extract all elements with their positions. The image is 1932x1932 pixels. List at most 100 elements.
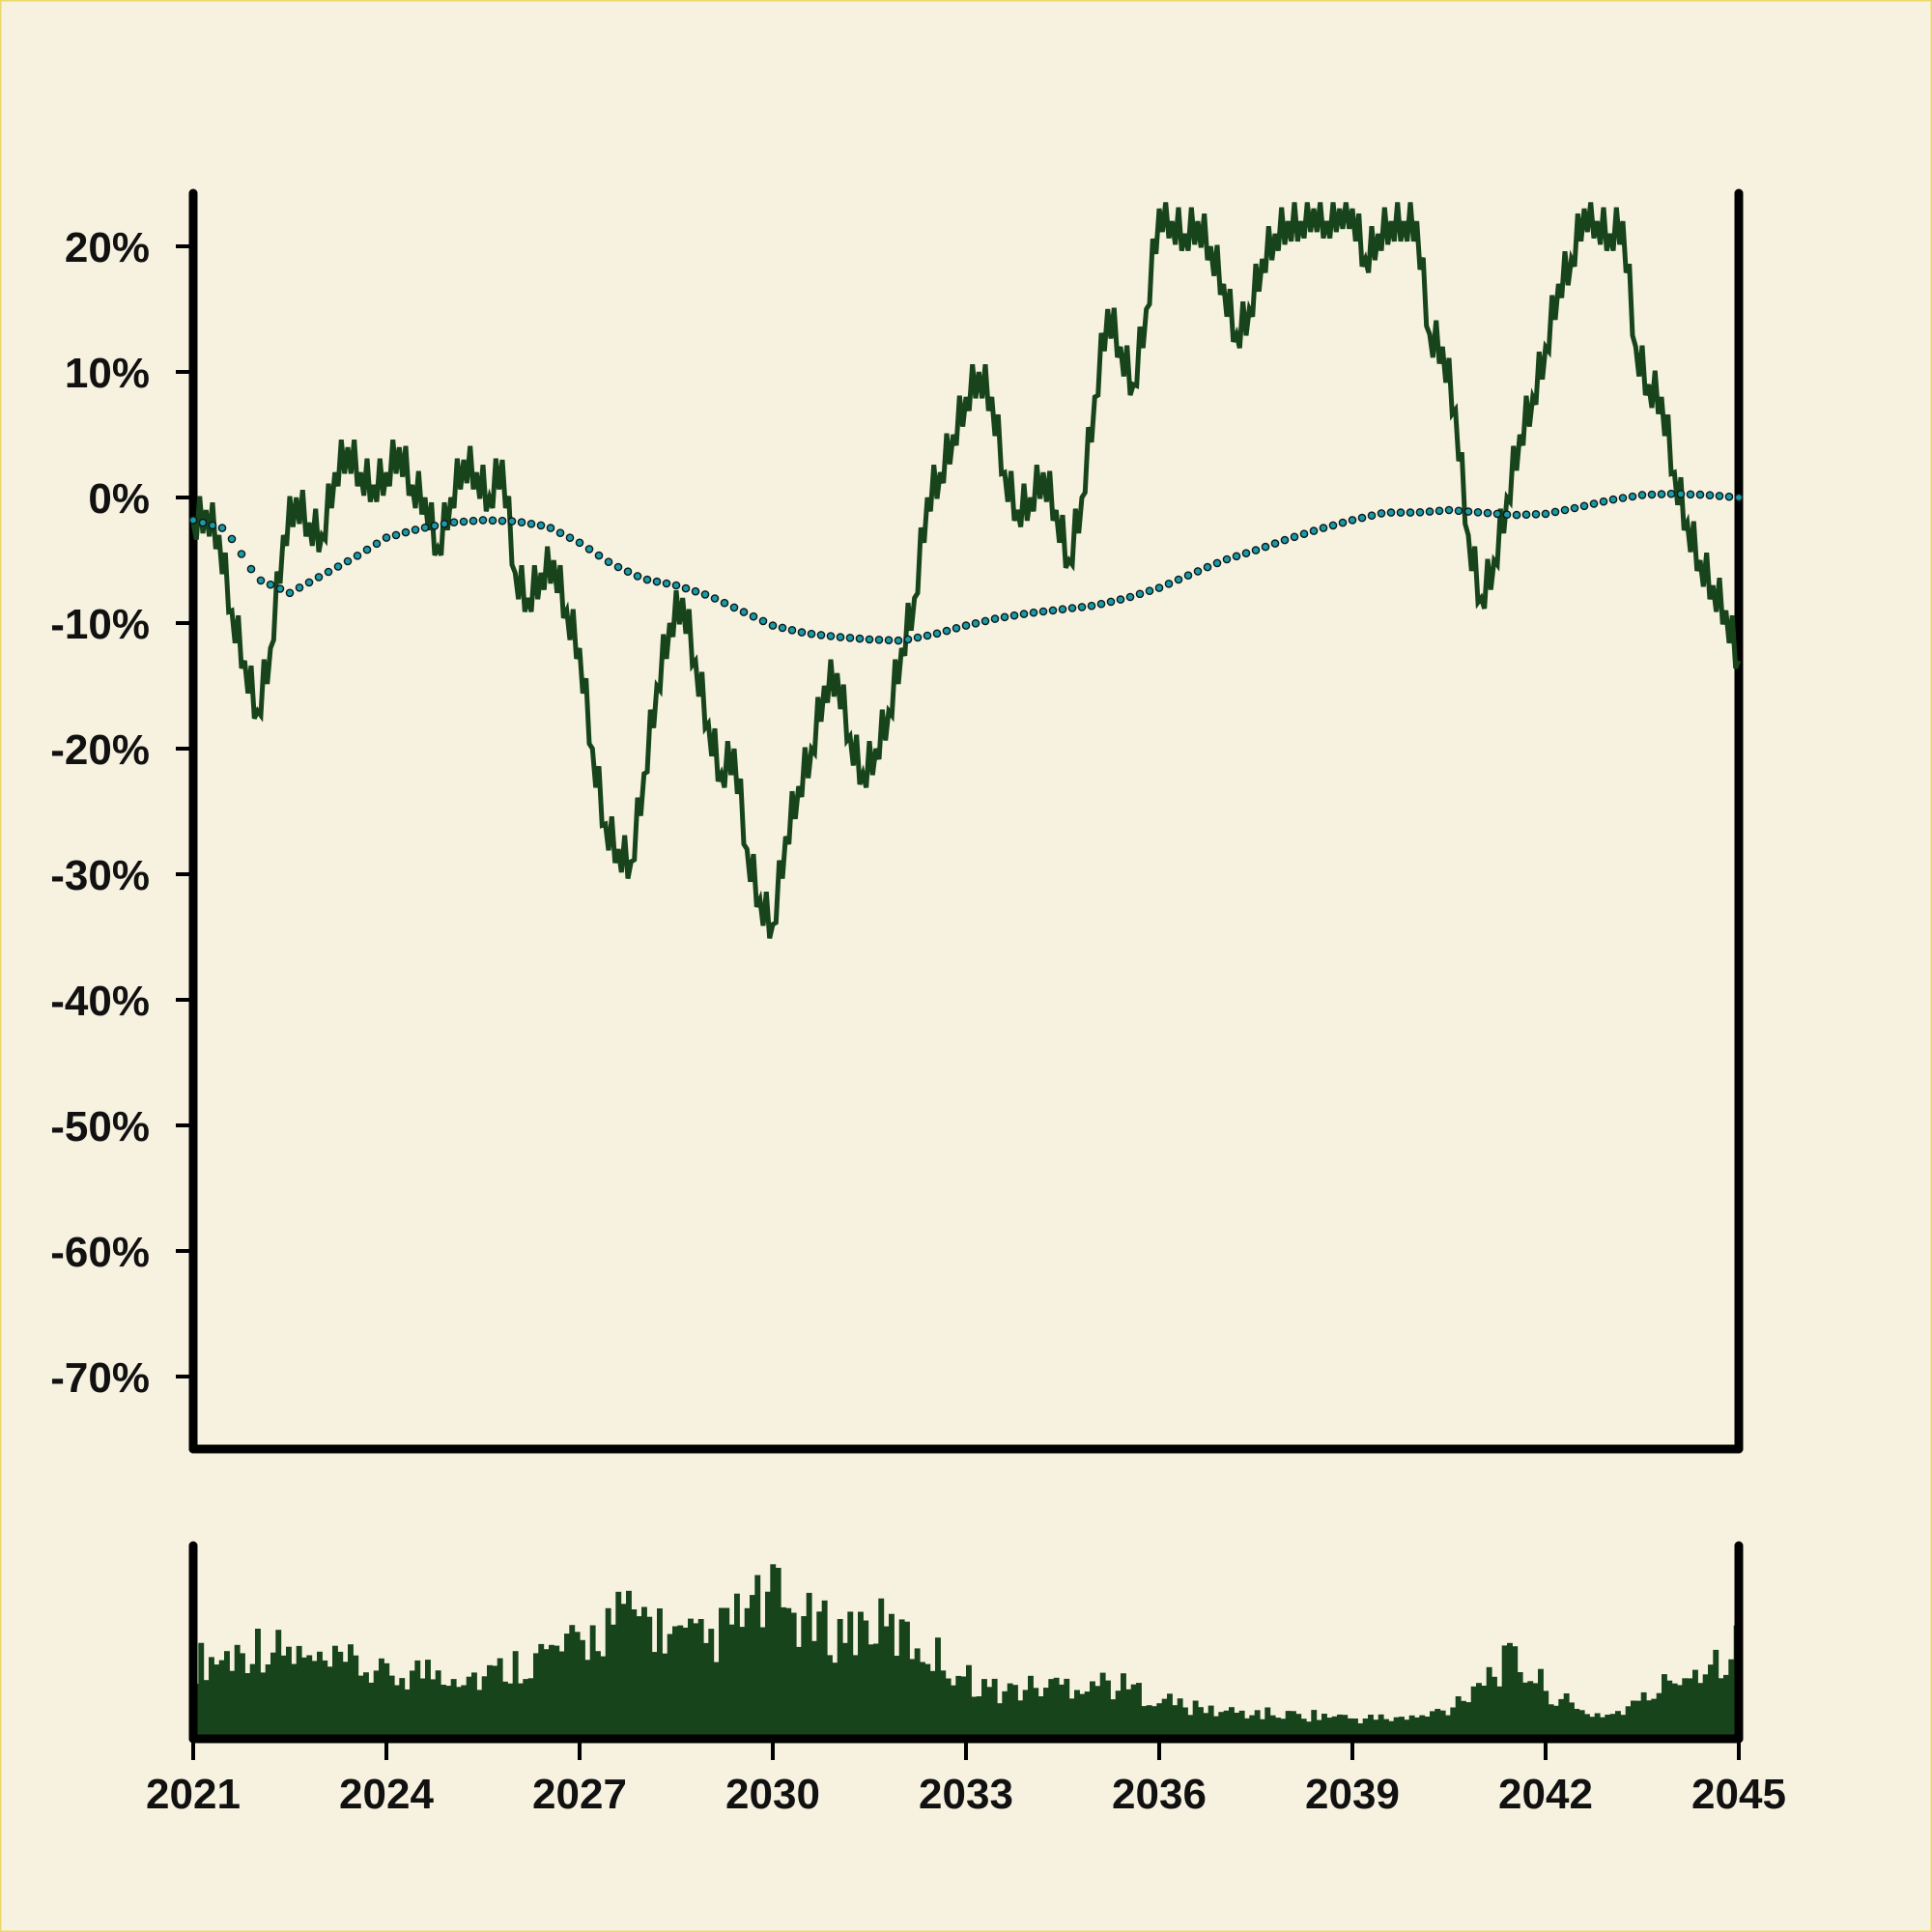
dotted-line-point	[1164, 580, 1174, 588]
volume-bar	[1682, 1678, 1689, 1739]
dotted-line-point	[333, 562, 343, 571]
volume-bar	[1125, 1689, 1132, 1739]
volume-bar	[1553, 1705, 1559, 1739]
volume-bar	[229, 1670, 236, 1739]
dotted-line-point	[1637, 491, 1647, 499]
volume-bars	[193, 1564, 1740, 1739]
dotted-line-point	[449, 518, 459, 527]
volume-bar	[1600, 1717, 1605, 1739]
volume-bar	[821, 1600, 828, 1739]
dotted-line-point	[584, 545, 594, 554]
volume-bar	[636, 1616, 642, 1739]
volume-bar	[1702, 1674, 1709, 1739]
volume-bar	[1584, 1714, 1590, 1739]
volume-bar	[440, 1685, 446, 1739]
volume-bar	[394, 1685, 400, 1739]
volume-bar	[518, 1683, 524, 1739]
volume-bar	[1172, 1705, 1179, 1739]
volume-bar	[502, 1681, 508, 1739]
dotted-line-point	[1512, 510, 1521, 520]
dotted-line-point	[1000, 612, 1009, 622]
volume-bar	[605, 1607, 611, 1739]
volume-bar	[1028, 1675, 1034, 1739]
series-dotted-line	[188, 489, 1744, 645]
dotted-line-point	[990, 614, 1000, 623]
dotted-line-point	[246, 564, 256, 574]
dotted-line-point	[1396, 508, 1406, 517]
dotted-line-point	[372, 539, 382, 549]
volume-bar	[1439, 1710, 1446, 1739]
volume-bar	[203, 1680, 210, 1739]
dotted-line-point	[295, 583, 304, 592]
dotted-line-point	[1377, 509, 1386, 518]
volume-bar	[306, 1655, 313, 1739]
volume-bar	[739, 1627, 746, 1739]
volume-bar	[322, 1660, 328, 1739]
volume-bar	[466, 1676, 472, 1739]
volume-bar	[873, 1643, 879, 1739]
volume-bar	[1300, 1719, 1307, 1739]
dotted-line-point	[980, 616, 990, 626]
volume-bar	[1677, 1685, 1683, 1739]
volume-bar	[554, 1645, 560, 1739]
volume-bar	[1110, 1699, 1117, 1739]
volume-bar	[1527, 1681, 1534, 1739]
volume-bar	[481, 1676, 488, 1739]
dotted-line-point	[681, 583, 691, 593]
volume-bar	[1068, 1698, 1075, 1739]
volume-bar	[1605, 1715, 1611, 1739]
volume-bar	[445, 1686, 452, 1739]
volume-bar	[929, 1670, 936, 1739]
volume-bar	[1074, 1690, 1080, 1739]
volume-bar	[1280, 1719, 1287, 1739]
volume-bar	[909, 1659, 916, 1739]
dotted-line-point	[1328, 521, 1338, 530]
volume-bar	[1002, 1690, 1009, 1739]
dotted-line-point	[1309, 526, 1319, 535]
volume-bar	[1615, 1711, 1621, 1739]
dotted-line-point	[517, 518, 526, 527]
dotted-line-point	[1686, 490, 1695, 499]
volume-bar	[450, 1679, 457, 1739]
dotted-line-point	[903, 635, 913, 644]
volume-bar	[1507, 1642, 1513, 1739]
volume-bar	[1383, 1719, 1389, 1739]
dotted-line-point	[913, 633, 923, 642]
volume-bar	[806, 1592, 812, 1739]
volume-bar	[523, 1679, 529, 1739]
volume-bar	[935, 1637, 941, 1739]
volume-bar	[697, 1619, 704, 1739]
dotted-line-point	[758, 616, 768, 626]
volume-bar	[1631, 1700, 1636, 1739]
volume-bar	[1393, 1717, 1400, 1739]
volume-bar	[1177, 1698, 1183, 1739]
y-tick-label: -60%	[50, 1229, 150, 1276]
dotted-line-point	[536, 521, 546, 530]
volume-bar	[646, 1616, 653, 1739]
volume-bar	[549, 1644, 554, 1739]
dotted-line-point	[1676, 490, 1686, 498]
volume-bar	[1424, 1717, 1431, 1739]
volume-bar	[1445, 1715, 1451, 1739]
dotted-line-point	[497, 516, 507, 526]
volume-bar	[1249, 1715, 1256, 1739]
volume-bar	[641, 1606, 647, 1739]
dotted-line-point	[1174, 575, 1183, 584]
volume-bar	[744, 1607, 751, 1739]
volume-bar	[1476, 1683, 1482, 1739]
volume-bar	[1455, 1696, 1462, 1739]
x-tick-label: 2033	[919, 1771, 1013, 1818]
dotted-line-point	[1058, 605, 1067, 614]
volume-bar	[337, 1651, 344, 1739]
volume-bar	[600, 1656, 607, 1739]
volume-bar	[1558, 1698, 1565, 1739]
volume-bar	[1408, 1715, 1415, 1739]
volume-bar	[867, 1644, 874, 1739]
volume-bar	[1481, 1686, 1488, 1739]
volume-bar	[1022, 1690, 1029, 1739]
dotted-line-point	[1541, 509, 1550, 519]
volume-bar	[889, 1613, 895, 1739]
volume-bar	[677, 1625, 684, 1739]
volume-bar	[584, 1660, 591, 1739]
